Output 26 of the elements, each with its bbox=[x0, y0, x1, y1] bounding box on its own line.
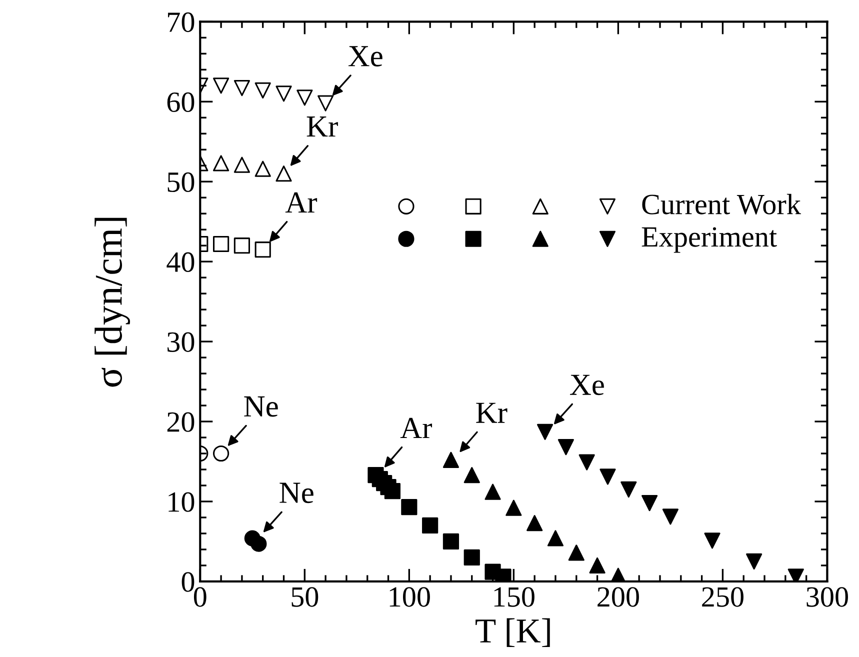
annotation: Xe bbox=[570, 374, 604, 396]
x-tick-label: 50 bbox=[292, 587, 318, 607]
annotation: Kr bbox=[476, 402, 508, 423]
x-tick-label: 100 bbox=[390, 587, 430, 607]
y-tick-label: 40 bbox=[166, 252, 194, 272]
y-tick-label: 60 bbox=[167, 92, 194, 112]
annotation: Ne bbox=[280, 482, 314, 504]
annotation: Ar bbox=[400, 418, 432, 438]
y-tick-label: 10 bbox=[168, 492, 194, 512]
x-tick-label: 250 bbox=[702, 587, 744, 607]
annotation: Kr bbox=[306, 116, 338, 137]
x-tick-label: 200 bbox=[598, 587, 639, 607]
legend-label: Experiment bbox=[642, 227, 777, 253]
annotation: Ar bbox=[285, 192, 318, 213]
x-axis-title: T [K] bbox=[476, 618, 550, 648]
y-tick-label: 20 bbox=[167, 412, 194, 432]
legend-label: Current Work bbox=[642, 194, 801, 215]
y-tick-label: 30 bbox=[168, 332, 194, 352]
y-tick-label: 0 bbox=[182, 572, 194, 592]
annotation: Xe bbox=[348, 46, 382, 66]
y-tick-label: 70 bbox=[168, 12, 194, 32]
y-tick-label: 50 bbox=[168, 172, 194, 192]
annotation: Ne bbox=[244, 396, 278, 417]
x-tick-label: 150 bbox=[494, 587, 534, 607]
y-axis-title: σ [dyn/cm] bbox=[94, 218, 130, 387]
x-tick-label: 300 bbox=[806, 587, 848, 607]
